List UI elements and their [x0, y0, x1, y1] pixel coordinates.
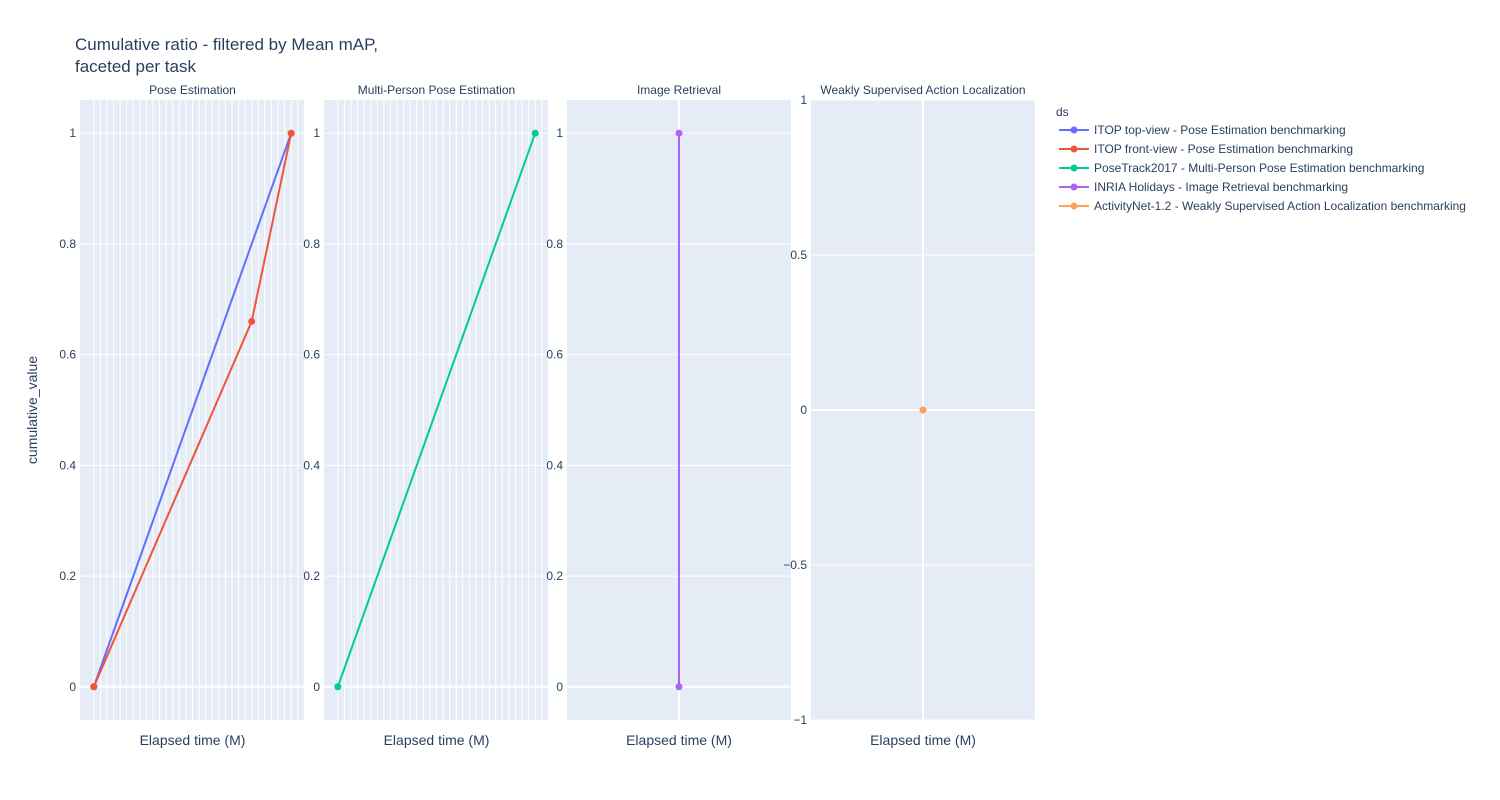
y-tick-label: 0.8 — [303, 237, 320, 251]
facet-title: Multi-Person Pose Estimation — [358, 83, 515, 97]
legend-swatch-marker — [1070, 145, 1078, 153]
y-tick-label: 0.2 — [546, 569, 563, 583]
legend-label: ITOP top-view - Pose Estimation benchmar… — [1094, 123, 1346, 137]
data-point[interactable] — [675, 129, 683, 137]
y-tick-label: 0.6 — [303, 348, 320, 362]
legend-swatch-marker — [1070, 164, 1078, 172]
data-point[interactable] — [675, 683, 683, 691]
y-axis-label: cumulative_value — [24, 356, 40, 464]
y-tick-label: 1 — [556, 126, 563, 140]
y-tick-label: 0.2 — [59, 569, 76, 583]
data-point[interactable] — [90, 683, 98, 691]
y-tick-label: 0.8 — [59, 237, 76, 251]
y-tick-label: −0.5 — [783, 558, 807, 572]
legend-label: PoseTrack2017 - Multi-Person Pose Estima… — [1094, 161, 1424, 175]
x-axis-label: Elapsed time (M) — [140, 732, 246, 748]
y-tick-label: 1 — [800, 93, 807, 107]
y-tick-label: 0 — [69, 680, 76, 694]
legend-label: ActivityNet-1.2 - Weakly Supervised Acti… — [1094, 199, 1466, 213]
legend-item[interactable]: ITOP front-view - Pose Estimation benchm… — [1059, 142, 1353, 156]
legend-swatch-marker — [1070, 202, 1078, 210]
legend-swatch-marker — [1070, 183, 1078, 191]
series-line[interactable] — [336, 132, 537, 688]
series-3[interactable] — [334, 129, 539, 691]
legend-item[interactable]: PoseTrack2017 - Multi-Person Pose Estima… — [1059, 161, 1424, 175]
facet-panel-1: 0 0.2 0.4 0.6 0.8 1 Pose Estimation Elapsed tim… — [59, 83, 305, 748]
y-tick-label: 0 — [313, 680, 320, 694]
legend[interactable]: ds ITOP top-view - Pose Estimation benchm… — [1056, 105, 1466, 213]
legend-label: INRIA Holidays - Image Retrieval benchma… — [1094, 180, 1348, 194]
y-tick-label: 0.4 — [546, 458, 563, 472]
x-axis-label: Elapsed time (M) — [626, 732, 732, 748]
data-point[interactable] — [287, 129, 295, 137]
legend-title: ds — [1056, 105, 1069, 119]
y-tick-label: 0.8 — [546, 237, 563, 251]
y-tick-label: 0 — [800, 403, 807, 417]
series-line[interactable] — [92, 132, 293, 688]
chart-title-line-1: Cumulative ratio - filtered by Mean mAP, — [75, 35, 378, 54]
chart-title-line-2: faceted per task — [75, 57, 196, 76]
y-tick-label: 0.5 — [790, 248, 807, 262]
x-axis-label: Elapsed time (M) — [870, 732, 976, 748]
y-tick-label: 0.6 — [546, 348, 563, 362]
y-tick-label: 0.4 — [303, 458, 320, 472]
legend-label: ITOP front-view - Pose Estimation benchm… — [1094, 142, 1353, 156]
x-axis-label: Elapsed time (M) — [384, 732, 490, 748]
y-tick-label: 1 — [69, 126, 76, 140]
facet-panel-4: −1 −0.5 0 0.5 1 Weakly Supervised Action Loca… — [783, 83, 1035, 748]
legend-swatch-marker — [1070, 126, 1078, 134]
data-point[interactable] — [531, 129, 539, 137]
series-4[interactable] — [675, 129, 683, 691]
facet-panel-2: 0 0.2 0.4 0.6 0.8 1 Multi-Person Pose Estimati… — [303, 83, 549, 748]
y-tick-label: 0.4 — [59, 458, 76, 472]
data-point[interactable] — [334, 683, 342, 691]
series-5[interactable] — [919, 406, 927, 414]
facet-title: Pose Estimation — [149, 83, 236, 97]
series-2[interactable] — [90, 129, 295, 691]
facet-title: Image Retrieval — [637, 83, 721, 97]
y-tick-label: 0 — [556, 680, 563, 694]
facets: 0 0.2 0.4 0.6 0.8 1 Pose Estimation Elapsed tim… — [59, 83, 1035, 748]
facet-title: Weakly Supervised Action Localization — [820, 83, 1025, 97]
y-tick-label: 0.6 — [59, 348, 76, 362]
facet-panel-3: 0 0.2 0.4 0.6 0.8 1 Image Retrieval Elapsed tim… — [546, 83, 791, 748]
data-point[interactable] — [919, 406, 927, 414]
y-tick-label: −1 — [793, 713, 807, 727]
legend-item[interactable]: ITOP top-view - Pose Estimation benchmar… — [1059, 123, 1346, 137]
y-tick-label: 1 — [313, 126, 320, 140]
data-point[interactable] — [248, 317, 256, 325]
legend-item[interactable]: ActivityNet-1.2 - Weakly Supervised Acti… — [1059, 199, 1466, 213]
legend-item[interactable]: INRIA Holidays - Image Retrieval benchma… — [1059, 180, 1348, 194]
y-tick-label: 0.2 — [303, 569, 320, 583]
